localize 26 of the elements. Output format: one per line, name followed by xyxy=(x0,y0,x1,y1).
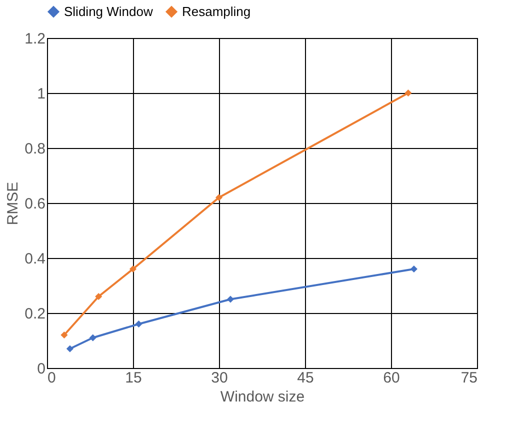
point xyxy=(135,320,142,328)
x-axis-title: Window size xyxy=(220,388,305,406)
point xyxy=(129,265,137,273)
point xyxy=(226,296,234,303)
x-tick-label: 45 xyxy=(297,370,314,386)
x-tick-label: 0 xyxy=(48,370,56,386)
point xyxy=(410,265,418,273)
x-tick-label: 15 xyxy=(125,370,142,386)
point xyxy=(404,89,412,97)
x-tick-label: 30 xyxy=(211,370,228,386)
y-tick-label: 0.2 xyxy=(24,306,46,322)
legend-label: Resampling xyxy=(182,4,251,19)
x-tick-label: 60 xyxy=(383,370,400,386)
x-tick-label: 75 xyxy=(460,370,478,386)
y-tick-label: 0.8 xyxy=(24,140,46,158)
point xyxy=(215,194,223,202)
y-tick-label: 1.2 xyxy=(24,30,46,48)
y-tick-label: 0.6 xyxy=(24,196,46,212)
y-axis-title: RMSE xyxy=(4,182,22,226)
point xyxy=(66,345,74,352)
point xyxy=(95,292,102,300)
point xyxy=(60,331,68,339)
y-tick-label: 0.4 xyxy=(24,250,46,268)
legend-label: Sliding Window xyxy=(64,4,154,19)
point xyxy=(89,334,96,342)
y-tick-label: 1 xyxy=(37,86,46,102)
